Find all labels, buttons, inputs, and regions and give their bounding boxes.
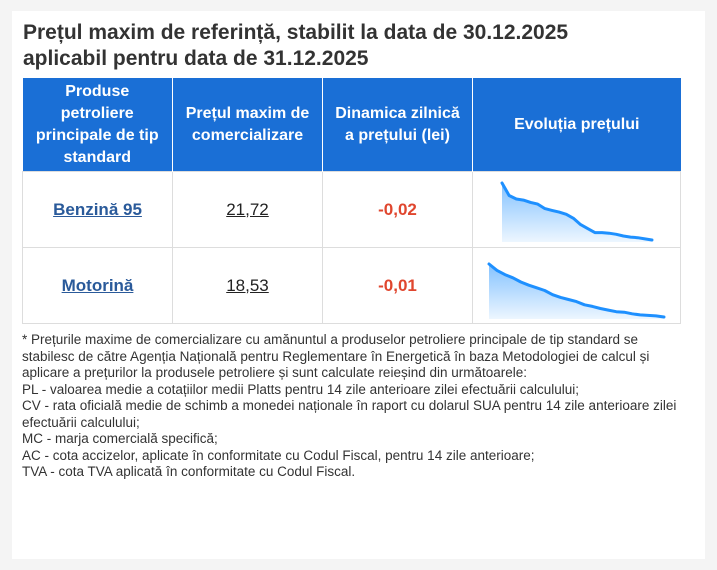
price-value[interactable]: 18,53 — [226, 275, 269, 295]
column-header-product: Produse petroliere principale de tip sta… — [22, 78, 173, 172]
price-table: Produse petroliere principale de tip sta… — [22, 78, 681, 324]
footnote-intro: * Prețurile maxime de comercializare cu … — [22, 332, 650, 380]
title-line-1: Prețul maxim de referință, stabilit la d… — [23, 21, 569, 44]
footnote-tva: TVA - cota TVA aplicată în conformitate … — [22, 464, 356, 479]
product-link-motorina[interactable]: Motorină — [61, 275, 134, 295]
page-title: Prețul maxim de referință, stabilit la d… — [23, 20, 683, 72]
sparkline-area — [488, 263, 664, 319]
price-trend-sparkline — [500, 181, 653, 242]
price-trend-sparkline — [487, 262, 665, 319]
product-cell: Benzină 95 — [22, 171, 173, 248]
column-header-price-trend: Evoluția prețului — [472, 78, 681, 172]
table-header-row: Produse petroliere principale de tip sta… — [22, 78, 681, 172]
sparkline-line — [487, 262, 665, 318]
trend-cell — [472, 247, 681, 324]
price-value[interactable]: 21,72 — [226, 199, 269, 219]
price-cell: 21,72 — [172, 171, 323, 248]
table-row-motorina: Motorină 18,53 -0,01 — [22, 247, 681, 324]
column-header-max-price: Prețul maxim de comercializare — [172, 78, 323, 172]
footnote-cv: CV - rata oficială medie de schimb a mon… — [22, 398, 677, 430]
product-link-benzina-95[interactable]: Benzină 95 — [53, 199, 142, 219]
daily-change-value: -0,02 — [378, 199, 417, 219]
sparkline-area — [501, 182, 652, 242]
daily-change-value: -0,01 — [378, 275, 417, 295]
product-cell: Motorină — [22, 247, 173, 324]
title-line-2: aplicabil pentru data de 31.12.2025 — [23, 47, 369, 70]
table-row-benzina-95: Benzină 95 21,72 -0,02 — [22, 171, 681, 248]
footnote-pl: PL - valoarea medie a cotațiilor medii P… — [22, 381, 580, 397]
trend-cell — [472, 171, 681, 248]
footnotes: * Prețurile maxime de comercializare cu … — [22, 332, 682, 481]
price-cell: 18,53 — [172, 247, 323, 324]
column-header-daily-change: Dinamica zilnică a prețului (lei) — [322, 78, 473, 172]
change-cell: -0,01 — [322, 247, 473, 324]
footnote-ac: AC - cota accizelor, aplicate în conform… — [22, 447, 535, 463]
sparkline-line — [500, 181, 653, 241]
footnote-mc: MC - marja comercială specifică; — [22, 431, 218, 446]
change-cell: -0,02 — [322, 171, 473, 248]
